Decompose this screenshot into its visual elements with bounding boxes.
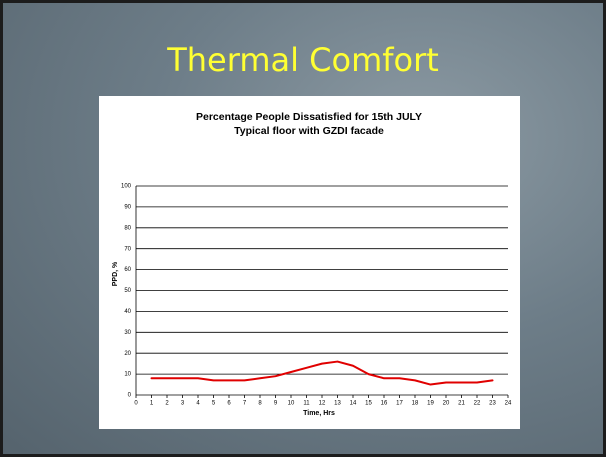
x-tick-label: 12 (319, 401, 326, 407)
y-tick-label: 70 (124, 246, 131, 252)
y-axis-label: PPD, % (112, 261, 119, 286)
y-tick-label: 40 (124, 309, 131, 315)
x-axis-label: Time, Hrs (303, 410, 335, 417)
y-tick-label: 90 (124, 204, 131, 210)
x-tick-label: 24 (505, 401, 512, 407)
x-tick-label: 16 (381, 401, 388, 407)
x-tick-label: 14 (350, 401, 357, 407)
slide: Thermal Comfort Percentage People Dissat… (0, 0, 606, 457)
y-tick-label: 80 (124, 225, 131, 231)
x-tick-label: 15 (365, 401, 372, 407)
x-tick-label: 22 (474, 401, 481, 407)
x-tick-label: 17 (396, 401, 403, 407)
chart-title: Percentage People Dissatisfied for 15th … (196, 111, 422, 123)
x-tick-label: 18 (412, 401, 419, 407)
y-tick-label: 20 (124, 351, 131, 357)
x-tick-label: 21 (458, 401, 465, 407)
chart: Percentage People Dissatisfied for 15th … (3, 3, 603, 454)
chart-subtitle: Typical floor with GZDI facade (234, 125, 384, 137)
x-tick-label: 23 (489, 401, 496, 407)
y-tick-label: 30 (124, 330, 131, 336)
x-tick-label: 20 (443, 401, 450, 407)
x-tick-label: 13 (334, 401, 341, 407)
x-tick-label: 11 (303, 401, 310, 407)
y-tick-label: 60 (124, 267, 131, 273)
x-tick-label: 19 (427, 401, 434, 407)
x-tick-label: 10 (288, 401, 295, 407)
y-tick-label: 100 (121, 184, 132, 190)
y-tick-label: 50 (124, 288, 131, 294)
y-tick-label: 10 (124, 372, 131, 378)
